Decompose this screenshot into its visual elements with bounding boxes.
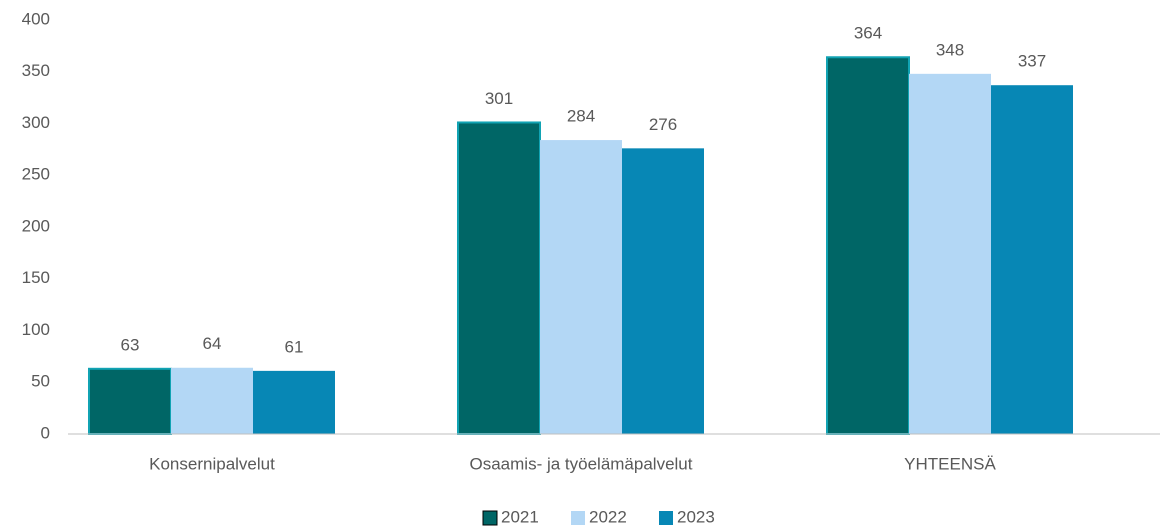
bar — [171, 367, 253, 434]
data-label: 301 — [485, 89, 513, 108]
y-tick-label: 200 — [22, 216, 50, 235]
bar — [253, 370, 335, 434]
data-label: 284 — [567, 107, 595, 126]
data-label: 63 — [121, 335, 140, 354]
legend-swatch — [482, 510, 498, 526]
legend-label: 2021 — [501, 507, 539, 526]
data-label: 364 — [854, 24, 882, 43]
y-tick-label: 150 — [22, 268, 50, 287]
x-tick-label: Osaamis- ja työelämäpalvelut — [470, 454, 693, 473]
bar — [909, 73, 991, 434]
data-label: 64 — [203, 334, 222, 353]
bar — [88, 367, 172, 436]
bar — [540, 140, 622, 434]
bar — [457, 121, 541, 435]
bar — [991, 85, 1073, 434]
y-tick-label: 400 — [22, 9, 50, 28]
data-label: 348 — [936, 40, 964, 59]
bar — [826, 56, 910, 435]
legend-label: 2022 — [589, 507, 627, 526]
y-tick-label: 350 — [22, 61, 50, 80]
data-label: 61 — [285, 337, 304, 356]
data-label: 276 — [649, 115, 677, 134]
y-tick-label: 0 — [41, 423, 50, 442]
legend-swatch — [571, 511, 585, 525]
x-tick-label: Konsernipalvelut — [149, 454, 275, 473]
legend-label: 2023 — [677, 507, 715, 526]
y-tick-label: 300 — [22, 113, 50, 132]
y-tick-label: 250 — [22, 165, 50, 184]
x-tick-label: YHTEENSÄ — [904, 454, 996, 473]
bar — [622, 148, 704, 434]
y-tick-label: 50 — [31, 372, 50, 391]
y-tick-label: 100 — [22, 320, 50, 339]
data-label: 337 — [1018, 52, 1046, 71]
legend-swatch — [659, 511, 673, 525]
